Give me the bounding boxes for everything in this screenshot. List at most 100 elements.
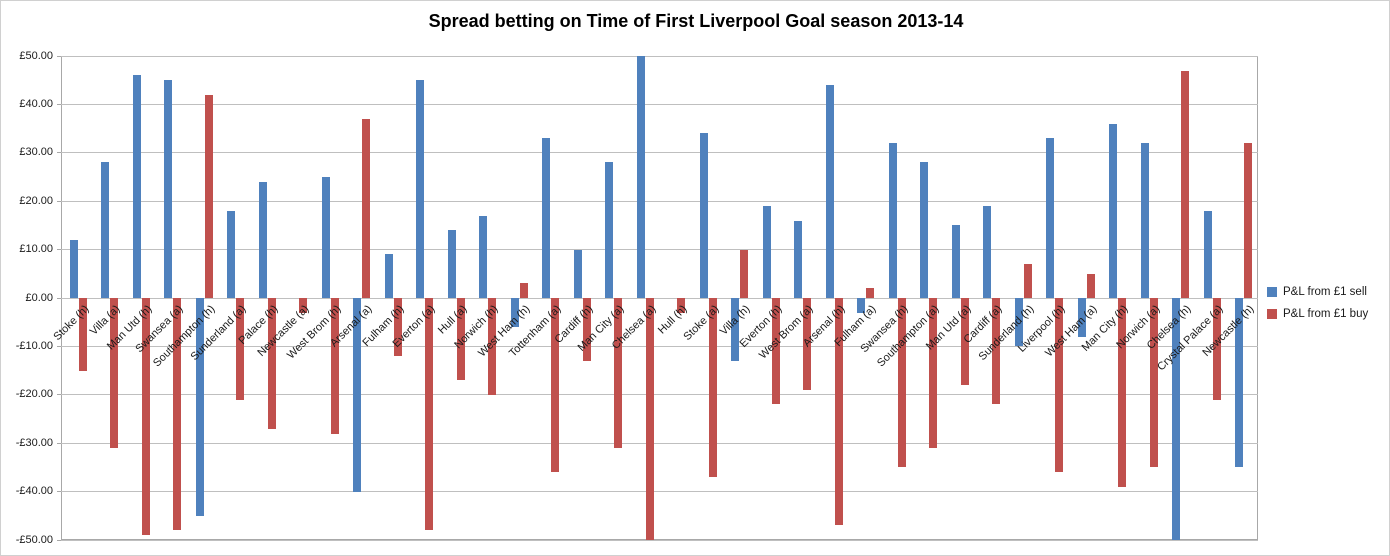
- bar-sell: [1235, 298, 1244, 468]
- gridline: [61, 539, 1258, 541]
- bar-buy: [425, 298, 434, 531]
- gridline: [61, 55, 1258, 57]
- bar-buy: [519, 283, 528, 298]
- bar-buy: [771, 298, 780, 405]
- bar-buy: [677, 298, 686, 313]
- gridline: [61, 491, 1258, 493]
- bar-sell: [101, 162, 110, 298]
- bar-buy: [1212, 298, 1221, 400]
- bar-sell: [825, 85, 834, 298]
- bar-buy: [393, 298, 402, 357]
- legend-swatch-sell: [1267, 287, 1277, 297]
- bar-sell: [1077, 298, 1086, 337]
- bar-buy: [551, 298, 560, 473]
- gridline: [61, 200, 1258, 202]
- bar-sell: [983, 206, 992, 298]
- bar-buy: [1149, 298, 1158, 468]
- legend: P&L from £1 sell P&L from £1 buy: [1267, 281, 1368, 325]
- bar-sell: [227, 210, 236, 298]
- bar-sell: [1014, 298, 1023, 347]
- bar-sell: [542, 138, 551, 298]
- bar-buy: [1181, 70, 1190, 298]
- bar-sell: [353, 298, 362, 492]
- bar-sell: [69, 239, 78, 298]
- bar-buy: [897, 298, 906, 468]
- bar-sell: [1046, 138, 1055, 298]
- legend-swatch-buy: [1267, 309, 1277, 319]
- y-axis-tick-label: £20.00: [19, 194, 53, 207]
- gridline: [61, 345, 1258, 347]
- y-axis-tick-label: £50.00: [19, 49, 53, 62]
- y-axis-tick: [57, 539, 61, 541]
- y-axis-tick-label: £40.00: [19, 97, 53, 110]
- y-axis-tick-label: £30.00: [19, 146, 53, 159]
- bar-buy: [1118, 298, 1127, 487]
- bar-buy: [740, 249, 749, 298]
- y-axis-tick: [57, 103, 61, 105]
- bar-buy: [708, 298, 717, 478]
- bar-sell: [1109, 123, 1118, 298]
- bar-sell: [321, 177, 330, 298]
- bar-sell: [510, 298, 519, 328]
- bar-buy: [456, 298, 465, 381]
- gridline: [61, 249, 1258, 251]
- bar-sell: [132, 75, 141, 298]
- bar-buy: [614, 298, 623, 449]
- bar-sell: [1172, 298, 1181, 540]
- bar-sell: [1203, 210, 1212, 298]
- bar-sell: [920, 162, 929, 298]
- y-axis-tick: [57, 249, 61, 251]
- bar-buy: [992, 298, 1001, 405]
- bar-sell: [951, 225, 960, 298]
- bar-sell: [605, 162, 614, 298]
- bar-buy: [78, 298, 87, 371]
- bar-sell: [573, 249, 582, 298]
- y-axis-tick-label: £0.00: [25, 291, 53, 304]
- bar-buy: [267, 298, 276, 429]
- bar-buy: [803, 298, 812, 390]
- legend-label-buy: P&L from £1 buy: [1283, 308, 1369, 320]
- bar-sell: [1140, 143, 1149, 298]
- bar-buy: [834, 298, 843, 526]
- y-axis-tick-label: -£10.00: [15, 339, 53, 352]
- y-axis-tick: [57, 200, 61, 202]
- bar-buy: [1086, 273, 1095, 298]
- bar-buy: [173, 298, 182, 531]
- bar-sell: [416, 80, 425, 298]
- bar-sell: [888, 143, 897, 298]
- bar-sell: [731, 298, 740, 361]
- bar-sell: [794, 220, 803, 298]
- bar-sell: [258, 181, 267, 298]
- bar-sell: [762, 206, 771, 298]
- gridline: [61, 442, 1258, 444]
- bar-sell: [447, 230, 456, 298]
- y-axis-tick-label: -£40.00: [15, 485, 53, 498]
- bar-buy: [1244, 143, 1253, 298]
- gridline: [61, 103, 1258, 105]
- gridline: [61, 394, 1258, 396]
- y-axis-tick: [57, 55, 61, 57]
- bar-sell: [699, 133, 708, 298]
- bar-buy: [929, 298, 938, 449]
- bar-buy: [645, 298, 654, 540]
- bar-buy: [866, 288, 875, 298]
- bar-sell: [857, 298, 866, 313]
- bar-sell: [164, 80, 173, 298]
- bar-buy: [330, 298, 339, 434]
- y-axis-tick: [57, 442, 61, 444]
- legend-item-sell: P&L from £1 sell: [1267, 281, 1368, 303]
- y-axis-tick: [57, 394, 61, 396]
- bar-buy: [236, 298, 245, 400]
- bar-buy: [141, 298, 150, 536]
- y-axis-tick: [57, 491, 61, 493]
- bar-sell: [479, 215, 488, 298]
- gridline: [61, 297, 1258, 299]
- y-axis-tick: [57, 297, 61, 299]
- bar-buy: [960, 298, 969, 386]
- gridline: [61, 152, 1258, 154]
- y-axis-tick-label: -£20.00: [15, 388, 53, 401]
- legend-item-buy: P&L from £1 buy: [1267, 303, 1368, 325]
- bar-buy: [362, 118, 371, 298]
- bar-sell: [636, 56, 645, 298]
- bar-buy: [299, 298, 308, 313]
